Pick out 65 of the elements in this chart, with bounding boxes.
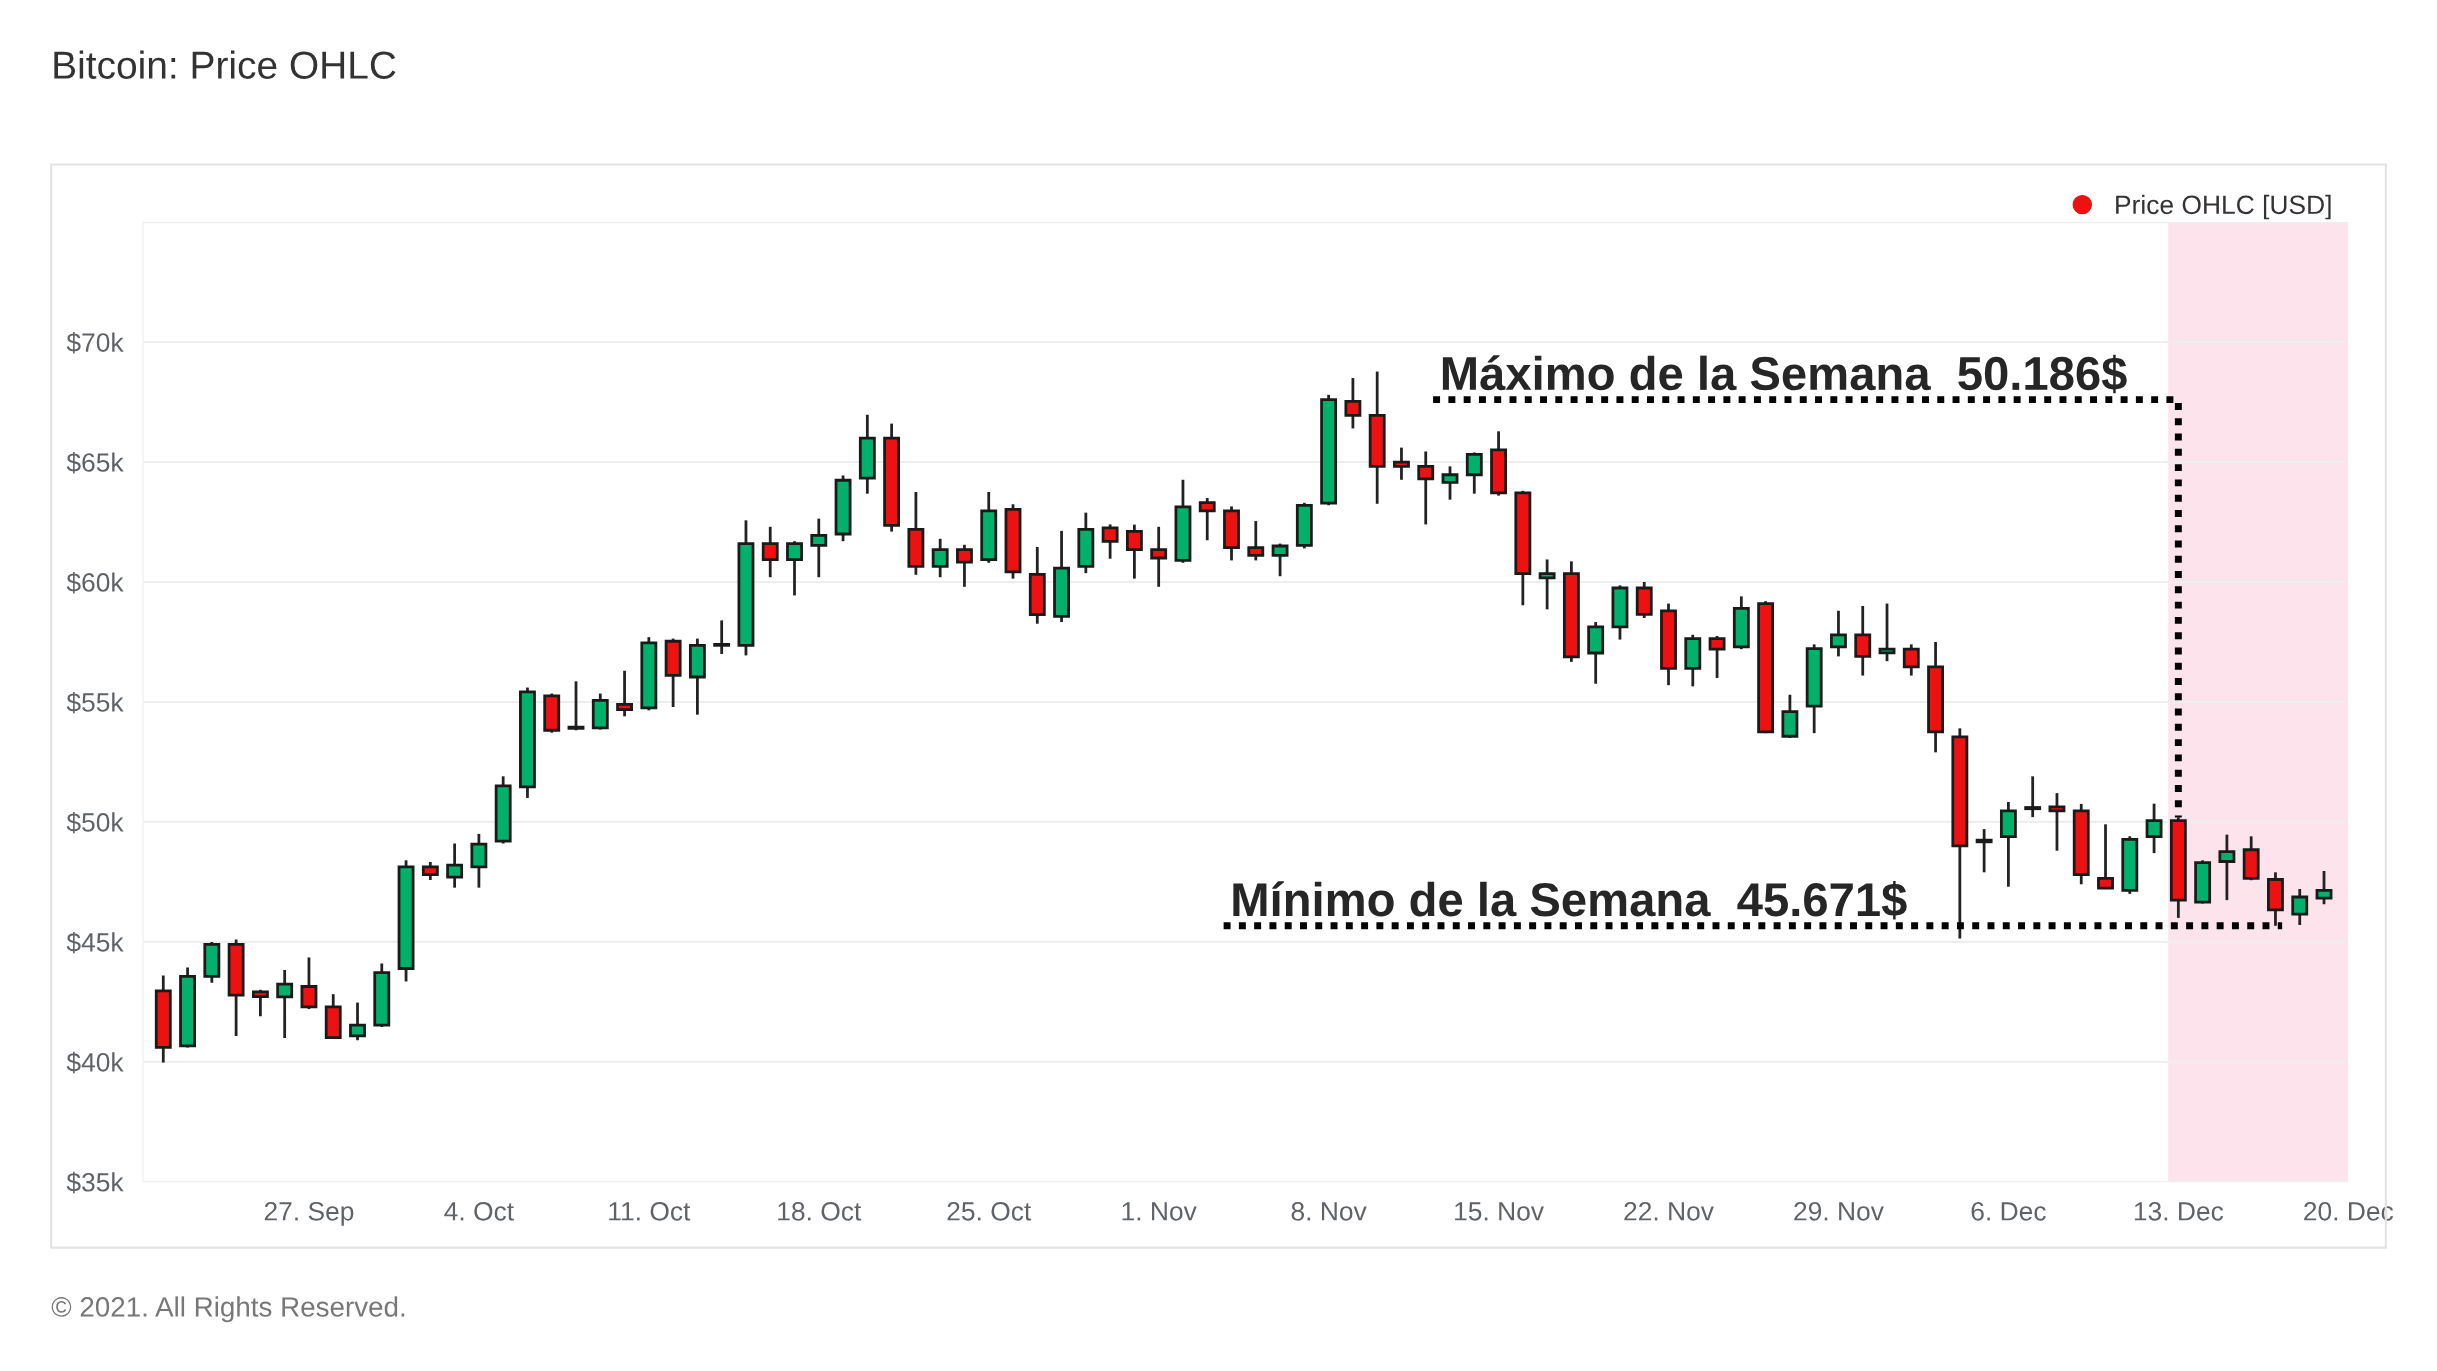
candlestick [1198, 496, 1216, 542]
x-tick-label: 29. Nov [1794, 1201, 1884, 1221]
candlestick [2024, 774, 2042, 819]
y-tick-label: $60k [66, 572, 124, 594]
y-tick-label: $65k [66, 452, 124, 474]
candlestick [446, 842, 464, 890]
candlestick [2291, 887, 2309, 927]
candlestick [1150, 525, 1168, 589]
chart-title: Bitcoin: Price OHLC [54, 50, 396, 79]
candlestick [2218, 833, 2236, 902]
x-tick-label: 11. Oct [609, 1201, 691, 1221]
annotation: Máximo de la Semana 50.186$ [1442, 354, 2127, 394]
y-tick-label: $40k [66, 1051, 124, 1074]
y-tick-label: $35k [66, 1171, 124, 1194]
candlestick [2048, 791, 2066, 853]
candlestick [1344, 376, 1362, 430]
candlestick [713, 618, 731, 656]
candlestick [1902, 642, 1920, 677]
candlestick [931, 537, 949, 579]
candlestick [300, 956, 318, 1011]
x-tick-label: 8. Nov [1291, 1201, 1367, 1221]
candlestick [956, 543, 973, 589]
candlestick [810, 517, 828, 579]
candlestick [1393, 446, 1410, 482]
x-tick-label: 6. Dec [1971, 1201, 2046, 1221]
x-tick-label: 27. Sep [264, 1201, 354, 1226]
candlestick [1708, 634, 1726, 680]
candlestick [1101, 523, 1119, 561]
y-tick-label: $70k [66, 332, 124, 354]
x-tick-label: 4. Oct [444, 1201, 514, 1221]
candlestick [786, 539, 803, 597]
x-tick-label: 1. Nov [1122, 1202, 1197, 1221]
candlestick [470, 832, 488, 890]
candlestick [1854, 604, 1872, 677]
candlestick [1441, 464, 1459, 502]
candlestick [1125, 523, 1143, 581]
candlestick [616, 669, 633, 718]
legend-label: Price OHLC [USD] [2116, 194, 2331, 220]
y-tick-label: $45k [66, 931, 124, 954]
candlestick [761, 525, 779, 579]
candlestick [1975, 827, 1993, 874]
candlestick [567, 679, 585, 732]
ref-line-label: Mínimo de la Semana 45.671$ [1233, 880, 1907, 920]
candlestick [1465, 451, 1483, 496]
candlestick [276, 968, 294, 1040]
candlestick [1830, 609, 1847, 658]
candlestick [1417, 450, 1435, 526]
candlestick [1271, 542, 1289, 578]
candlestick [1878, 602, 1896, 663]
x-tick-label: 15. Nov [1455, 1202, 1544, 1221]
x-tick-label: 20. Dec [2304, 1201, 2394, 1221]
candlestick [1538, 558, 1556, 611]
x-tick-label: 18. Oct [778, 1201, 862, 1221]
x-tick-label: 25. Oct [947, 1201, 1032, 1221]
candlestick [349, 1001, 366, 1042]
candlestick [2097, 822, 2114, 891]
candlestick [1247, 519, 1265, 562]
text: © 2021. All Rights Reserved. [51, 1296, 405, 1323]
y-tick-label: $50k [66, 811, 124, 834]
x-tick-label: 22. Nov [1624, 1201, 1714, 1221]
candlestick [251, 988, 269, 1018]
candlestick [2315, 869, 2333, 906]
x-tick-label: 13. Dec [2134, 1201, 2224, 1221]
candlestick [2145, 802, 2163, 855]
y-tick-label: $55k [66, 691, 124, 714]
